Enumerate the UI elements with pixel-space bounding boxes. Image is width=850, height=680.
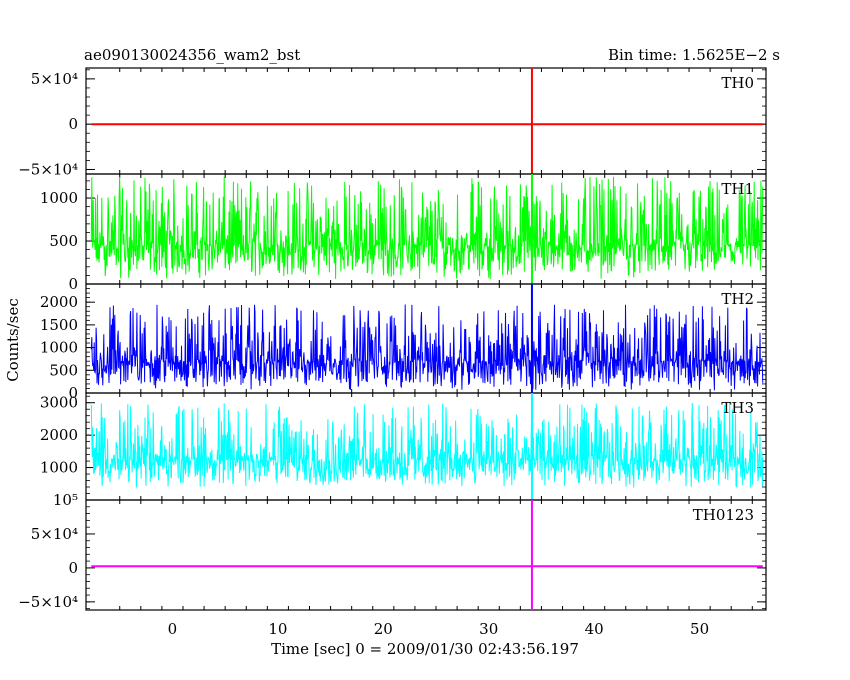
panel-th3: 1000 2000 3000 TH3 bbox=[40, 392, 767, 501]
y-tick-label: 10⁵ bbox=[53, 491, 78, 509]
y-tick-label: −5×10⁴ bbox=[18, 160, 78, 178]
panel-frame bbox=[85, 499, 767, 611]
panel-th0123: −5×10⁴ 0 5×10⁴ 10⁵ TH0123 bbox=[18, 491, 767, 611]
y-tick-label: 3000 bbox=[40, 394, 78, 412]
chart-title: ae090130024356_wam2_bst bbox=[84, 46, 300, 64]
y-tick-label: 1000 bbox=[40, 339, 78, 357]
x-tick-label: 10 bbox=[268, 620, 287, 638]
series-th1 bbox=[90, 176, 764, 280]
panel-label: TH0 bbox=[721, 74, 754, 92]
series-th3 bbox=[90, 402, 764, 488]
y-tick-label: 500 bbox=[49, 232, 78, 250]
y-tick-label: 0 bbox=[68, 384, 78, 402]
y-axis-label: Counts/sec bbox=[4, 298, 22, 382]
panel-label: TH2 bbox=[721, 290, 754, 308]
x-tick-label: 30 bbox=[479, 620, 498, 638]
y-tick-label: 0 bbox=[68, 275, 78, 293]
panel-frame bbox=[85, 67, 767, 175]
y-tick-label: 1000 bbox=[40, 459, 78, 477]
y-tick-label: 5×10⁴ bbox=[31, 70, 78, 88]
x-tick-label: 20 bbox=[374, 620, 393, 638]
x-tick-label: 50 bbox=[690, 620, 709, 638]
y-tick-label: 0 bbox=[68, 559, 78, 577]
y-tick-label: 2000 bbox=[40, 293, 78, 311]
series-th2 bbox=[90, 304, 764, 391]
y-tick-label: 500 bbox=[49, 361, 78, 379]
x-tick-label: 40 bbox=[585, 620, 604, 638]
panel-th0: −5×10⁴ 0 5×10⁴ TH0 bbox=[18, 67, 767, 178]
y-tick-label: 5×10⁴ bbox=[31, 525, 78, 543]
y-tick-label: 2000 bbox=[40, 426, 78, 444]
panel-label: TH0123 bbox=[693, 506, 754, 524]
panel-th1: 0 500 1000 TH1 bbox=[40, 173, 767, 293]
y-tick-label: 1500 bbox=[40, 316, 78, 334]
y-tick-label: −5×10⁴ bbox=[18, 593, 78, 611]
bin-time-label: Bin time: 1.5625E−2 s bbox=[608, 46, 780, 64]
y-tick-label: 1000 bbox=[40, 189, 78, 207]
x-tick-label: 0 bbox=[168, 620, 178, 638]
panel-label: TH3 bbox=[721, 399, 754, 417]
x-axis-label: Time [sec] 0 = 2009/01/30 02:43:56.197 bbox=[271, 640, 579, 658]
panel-label: TH1 bbox=[721, 180, 754, 198]
panel-th2: 0 500 1000 1500 2000 TH2 bbox=[40, 283, 767, 402]
y-tick-label: 0 bbox=[68, 115, 78, 133]
